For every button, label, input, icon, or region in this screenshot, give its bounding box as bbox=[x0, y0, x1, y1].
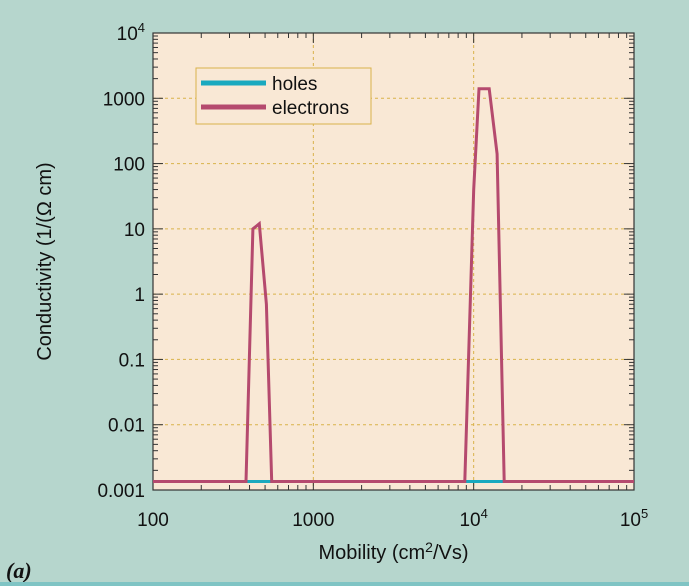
legend-label-holes: holes bbox=[272, 74, 317, 95]
y-tick-label: 0.01 bbox=[108, 416, 145, 437]
y-tick-label: 1000 bbox=[103, 89, 145, 110]
y-tick-label: 100 bbox=[113, 155, 145, 176]
y-tick-label: 1 bbox=[134, 285, 145, 306]
panel-label: (a) bbox=[6, 558, 32, 583]
bottom-rule bbox=[0, 582, 689, 586]
legend-label-electrons: electrons bbox=[272, 98, 349, 119]
x-tick-label: 104 bbox=[459, 506, 487, 531]
x-tick-label: 100 bbox=[137, 510, 169, 531]
legend-box bbox=[195, 67, 372, 125]
y-tick-label: 104 bbox=[117, 20, 145, 45]
x-axis-label: Mobility (cm2/Vs) bbox=[318, 539, 468, 564]
y-tick-label: 0.001 bbox=[97, 481, 145, 502]
x-tick-label: 1000 bbox=[292, 510, 334, 531]
y-tick-label: 0.1 bbox=[119, 350, 145, 371]
y-tick-label: 10 bbox=[124, 220, 145, 241]
x-tick-label: 105 bbox=[620, 506, 648, 531]
plot-frame bbox=[152, 32, 635, 491]
series-line-electrons bbox=[153, 87, 634, 483]
y-axis-label: Conductivity (1/(Ω cm) bbox=[34, 162, 56, 360]
